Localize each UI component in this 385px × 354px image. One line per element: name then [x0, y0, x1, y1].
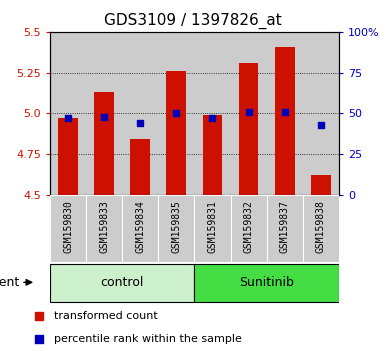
Point	[137, 120, 143, 126]
Bar	[58, 118, 78, 195]
Text: GSM159835: GSM159835	[171, 200, 181, 253]
Bar	[50, 32, 86, 195]
Bar	[122, 32, 158, 195]
Bar	[131, 139, 150, 195]
Bar	[266, 195, 303, 262]
Bar	[231, 32, 266, 195]
Point	[281, 109, 288, 114]
Text: agent: agent	[0, 276, 19, 289]
Text: GDS3109 / 1397826_at: GDS3109 / 1397826_at	[104, 12, 281, 29]
Text: transformed count: transformed count	[54, 311, 157, 321]
Point	[209, 115, 216, 121]
Text: GSM159833: GSM159833	[99, 200, 109, 253]
Bar	[86, 195, 122, 262]
Text: Sunitinib: Sunitinib	[239, 276, 294, 289]
Text: GSM159831: GSM159831	[208, 200, 218, 253]
Bar	[266, 32, 303, 195]
Bar	[194, 195, 231, 262]
Bar	[303, 195, 339, 262]
Point	[246, 109, 252, 114]
Point	[318, 122, 324, 127]
Text: percentile rank within the sample: percentile rank within the sample	[54, 334, 242, 344]
Point	[65, 115, 71, 121]
Bar	[239, 63, 258, 195]
Text: GSM159837: GSM159837	[280, 200, 290, 253]
Bar	[158, 195, 194, 262]
Bar	[166, 71, 186, 195]
Bar	[158, 32, 194, 195]
Bar	[275, 46, 295, 195]
Bar	[94, 92, 114, 195]
Bar	[122, 195, 158, 262]
Bar	[303, 32, 339, 195]
Point	[35, 313, 42, 319]
Bar	[203, 115, 223, 195]
Point	[173, 110, 179, 116]
Text: GSM159838: GSM159838	[316, 200, 326, 253]
Text: GSM159834: GSM159834	[135, 200, 145, 253]
Text: control: control	[100, 276, 144, 289]
Text: GSM159832: GSM159832	[244, 200, 254, 253]
Bar	[50, 195, 86, 262]
Text: GSM159830: GSM159830	[63, 200, 73, 253]
Bar	[86, 32, 122, 195]
Bar	[311, 175, 331, 195]
Bar	[194, 264, 339, 302]
Bar	[194, 32, 231, 195]
Point	[101, 114, 107, 119]
Bar	[50, 264, 194, 302]
Bar	[231, 195, 266, 262]
Point	[35, 336, 42, 342]
